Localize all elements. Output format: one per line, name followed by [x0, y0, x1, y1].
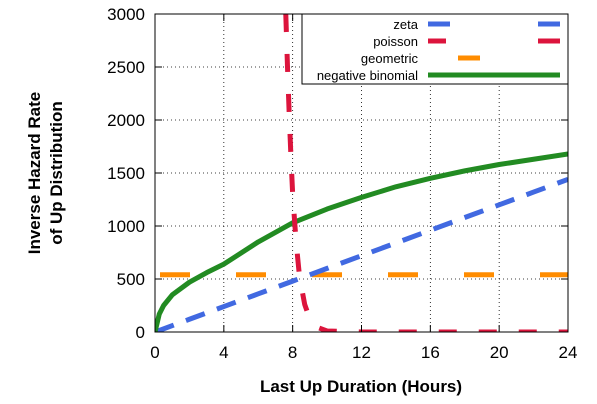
series-line-zeta	[155, 177, 568, 332]
y-tick-label: 1000	[107, 217, 145, 236]
y-tick-label: 0	[136, 323, 145, 342]
legend: zeta poisson geometric negative binomial	[301, 13, 569, 85]
y-axis-title-line2: of Up Distribution	[47, 101, 66, 245]
tick-labels: 0 4 8 12 16 20 24 0 500 1000 1500 2000 2500 3000	[107, 5, 577, 362]
y-tick-label: 3000	[107, 5, 145, 24]
legend-label: zeta	[393, 17, 418, 32]
y-tick-label: 1500	[107, 164, 145, 183]
x-axis-title: Last Up Duration (Hours)	[260, 377, 462, 396]
series-line-poisson	[283, 14, 568, 332]
x-tick-label: 4	[219, 343, 228, 362]
y-tick-label: 2500	[107, 58, 145, 77]
x-tick-label: 12	[352, 343, 371, 362]
x-tick-label: 16	[421, 343, 440, 362]
x-tick-label: 0	[150, 343, 159, 362]
legend-label: poisson	[373, 34, 418, 49]
x-tick-label: 20	[490, 343, 509, 362]
y-tick-label: 2000	[107, 111, 145, 130]
legend-label: geometric	[361, 51, 419, 66]
x-tick-label: 24	[559, 343, 578, 362]
x-tick-label: 8	[288, 343, 297, 362]
y-axis-title-line1: Inverse Hazard Rate	[25, 92, 44, 255]
y-tick-label: 500	[117, 270, 145, 289]
legend-label: negative binomial	[317, 68, 418, 83]
series-layer	[155, 14, 568, 332]
